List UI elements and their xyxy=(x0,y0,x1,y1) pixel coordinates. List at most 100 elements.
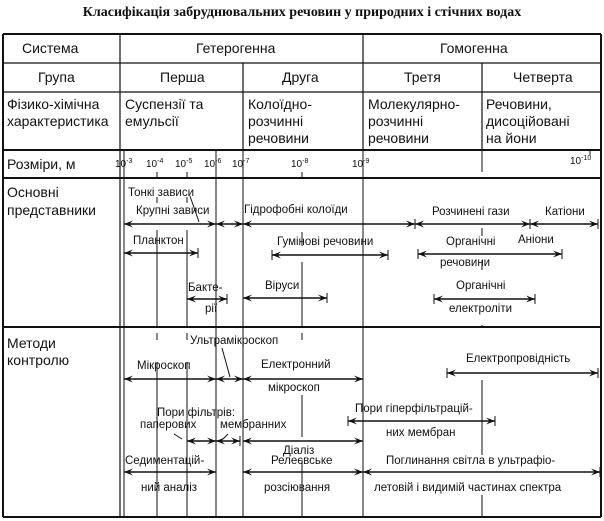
group3-header: Третя xyxy=(404,69,441,85)
arrowhead-icon xyxy=(363,468,372,476)
sedimentation-label: Седиментацій- xyxy=(125,455,205,467)
fine-suspensions-label: Тонкі зависи xyxy=(128,187,195,199)
char3: розчинні xyxy=(368,113,424,129)
homogeneous-header: Гомогенна xyxy=(440,40,508,56)
organic-substances-label: речовини xyxy=(440,257,491,269)
arrowhead-icon xyxy=(486,417,495,425)
anions-label: Аніони xyxy=(518,234,554,246)
char2: розчинні xyxy=(248,113,304,129)
organic-electrolytes-label: електроліти xyxy=(449,303,513,315)
arrowhead-icon xyxy=(124,249,133,257)
arrowhead-icon xyxy=(418,250,427,258)
system-label: Система xyxy=(22,40,79,56)
organic-electrolytes-label: Органічні xyxy=(456,280,506,292)
arrowhead-icon xyxy=(589,369,598,377)
absorption-label: Поглинання світла в ультрафіо- xyxy=(386,455,556,467)
arrowhead-icon xyxy=(189,249,198,257)
arrowhead-icon xyxy=(415,220,424,228)
absorption-label: летовій і видимій частинах спектра xyxy=(374,482,562,494)
cations-label: Катіони xyxy=(545,206,585,218)
plankton-label: Планктон xyxy=(133,235,184,247)
arrowhead-icon xyxy=(318,294,327,302)
arrowhead-icon xyxy=(187,295,196,303)
arrowhead-icon xyxy=(243,294,252,302)
tick-label: 10-8 xyxy=(291,158,309,170)
viruses-label: Віруси xyxy=(265,280,300,292)
tick-label: 10-6 xyxy=(204,158,222,170)
arrowhead-icon xyxy=(243,468,252,476)
dialysis-label: Діаліз xyxy=(283,445,315,457)
electron-microscope-label: Електронний xyxy=(261,359,331,371)
arrowhead-icon xyxy=(526,295,535,303)
methods-label: Методи xyxy=(7,335,56,351)
char4: Речовини, xyxy=(486,96,552,112)
organic-substances-label: Органічні xyxy=(446,236,496,248)
humic-label: Гумінові речовини xyxy=(277,236,374,248)
paper-filters-label: паперових xyxy=(140,419,197,431)
arrowhead-icon xyxy=(124,468,133,476)
arrowhead-icon xyxy=(243,375,252,383)
coarse-suspensions-label: Крупні зависи xyxy=(136,205,210,217)
char2: Колоїдно- xyxy=(248,96,312,112)
char1: Суспензії та xyxy=(125,96,204,112)
arrowhead-icon xyxy=(231,437,240,445)
arrowhead-icon xyxy=(207,468,216,476)
arrowhead-icon xyxy=(124,220,133,228)
arrowhead-icon xyxy=(589,220,598,228)
filter-pores-label: Пори фільтрів: xyxy=(157,407,236,419)
tick-label: 10-9 xyxy=(352,158,370,170)
arrowhead-icon xyxy=(406,220,415,228)
arrowhead-icon xyxy=(234,375,243,383)
leader-line xyxy=(222,433,229,440)
leader-line xyxy=(173,433,183,440)
tick-label: 10-7 xyxy=(232,158,250,170)
arrowhead-icon xyxy=(243,437,252,445)
membrane-filters-label: мембранних xyxy=(220,419,287,431)
tick-label: 10-5 xyxy=(175,158,193,170)
representatives-label: представники xyxy=(7,202,96,218)
arrowhead-icon xyxy=(216,220,225,228)
arrowhead-icon xyxy=(207,375,216,383)
heterogeneous-header: Гетерогенна xyxy=(196,40,276,56)
leader-line xyxy=(221,347,231,378)
physchem-label: характеристика xyxy=(7,113,109,129)
arrowhead-icon xyxy=(354,468,363,476)
tick-label: 10-10 xyxy=(570,155,592,167)
dissolved-gases-label: Розчинені гази xyxy=(432,206,510,218)
arrowhead-icon xyxy=(348,417,357,425)
arrowhead-icon xyxy=(243,220,252,228)
representatives-label: Основні xyxy=(7,184,59,200)
hydrophobic-colloids-label: Гідрофобні колоїди xyxy=(244,204,348,216)
arrowhead-icon xyxy=(530,220,539,228)
char4: дисоційовані xyxy=(486,113,570,129)
group-label: Група xyxy=(38,69,75,85)
arrowhead-icon xyxy=(591,468,600,476)
sizes-label: Розміри, м xyxy=(7,156,76,172)
ultramicroscope-label: Ультрамікроскоп xyxy=(190,335,279,347)
arrowhead-icon xyxy=(434,295,443,303)
arrowhead-icon xyxy=(234,220,243,228)
physchem-label: Фізико-хімічна xyxy=(7,96,100,112)
char3: речовини xyxy=(368,130,429,146)
char1: емульсії xyxy=(125,113,179,129)
char2: речовини xyxy=(248,130,309,146)
leader-line xyxy=(189,195,200,223)
conductivity-label: Електропровідність xyxy=(466,353,571,365)
hyperfiltration-label: Пори гіперфільтрацій- xyxy=(355,403,473,415)
arrowhead-icon xyxy=(272,251,281,259)
arrowhead-icon xyxy=(207,437,216,445)
microscope-label: Мікроскоп xyxy=(137,360,191,372)
arrowhead-icon xyxy=(379,251,388,259)
arrowhead-icon xyxy=(218,295,227,303)
hyperfiltration-label: них мембран xyxy=(386,427,456,439)
rayleigh-label: розсіювання xyxy=(264,482,331,494)
arrowhead-icon xyxy=(216,375,225,383)
tick-label: 10-4 xyxy=(146,158,164,170)
arrowhead-icon xyxy=(354,375,363,383)
arrowhead-icon xyxy=(553,250,562,258)
arrowhead-icon xyxy=(216,437,225,445)
char3: Молекулярно- xyxy=(368,96,460,112)
group1-header: Перша xyxy=(160,69,205,85)
